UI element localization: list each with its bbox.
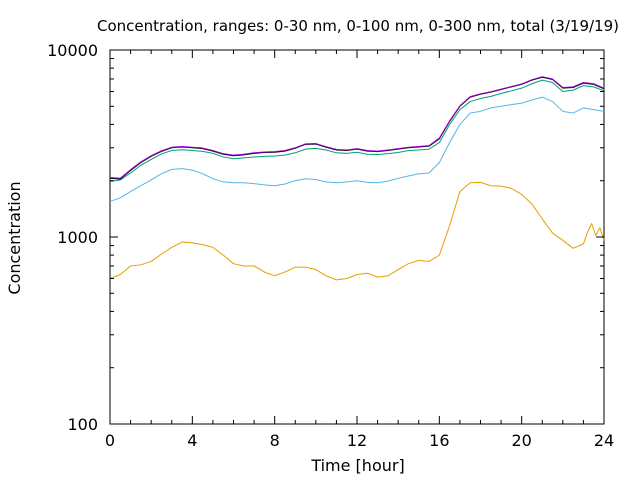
series-line-4 — [109, 76, 605, 179]
x-tick-label: 8 — [270, 431, 280, 450]
series-line-1 — [109, 96, 605, 202]
x-tick-label: 20 — [511, 431, 531, 450]
x-tick-label: 16 — [429, 431, 449, 450]
plot-frame — [109, 49, 605, 425]
x-tick-label: 4 — [187, 431, 197, 450]
y-tick-label: 100 — [67, 415, 98, 434]
y-tick-label: 10000 — [47, 41, 98, 60]
x-axis-label: Time [hour] — [310, 456, 404, 475]
x-tick-label: 12 — [347, 431, 367, 450]
y-axis-label: Concentration — [5, 181, 24, 294]
series-line-0 — [109, 181, 605, 281]
series-line-2 — [109, 79, 605, 183]
ticks-group: 0 4 8 12 16 20 24 100 1000 10000 — [47, 41, 614, 450]
x-tick-label: 0 — [105, 431, 115, 450]
plot-border — [109, 49, 605, 425]
chart-title: Concentration, ranges: 0-30 nm, 0-100 nm… — [97, 17, 619, 35]
series-line-3 — [109, 76, 605, 180]
x-tick-label: 24 — [594, 431, 614, 450]
series-group — [109, 76, 605, 281]
y-tick-label: 1000 — [57, 228, 98, 247]
